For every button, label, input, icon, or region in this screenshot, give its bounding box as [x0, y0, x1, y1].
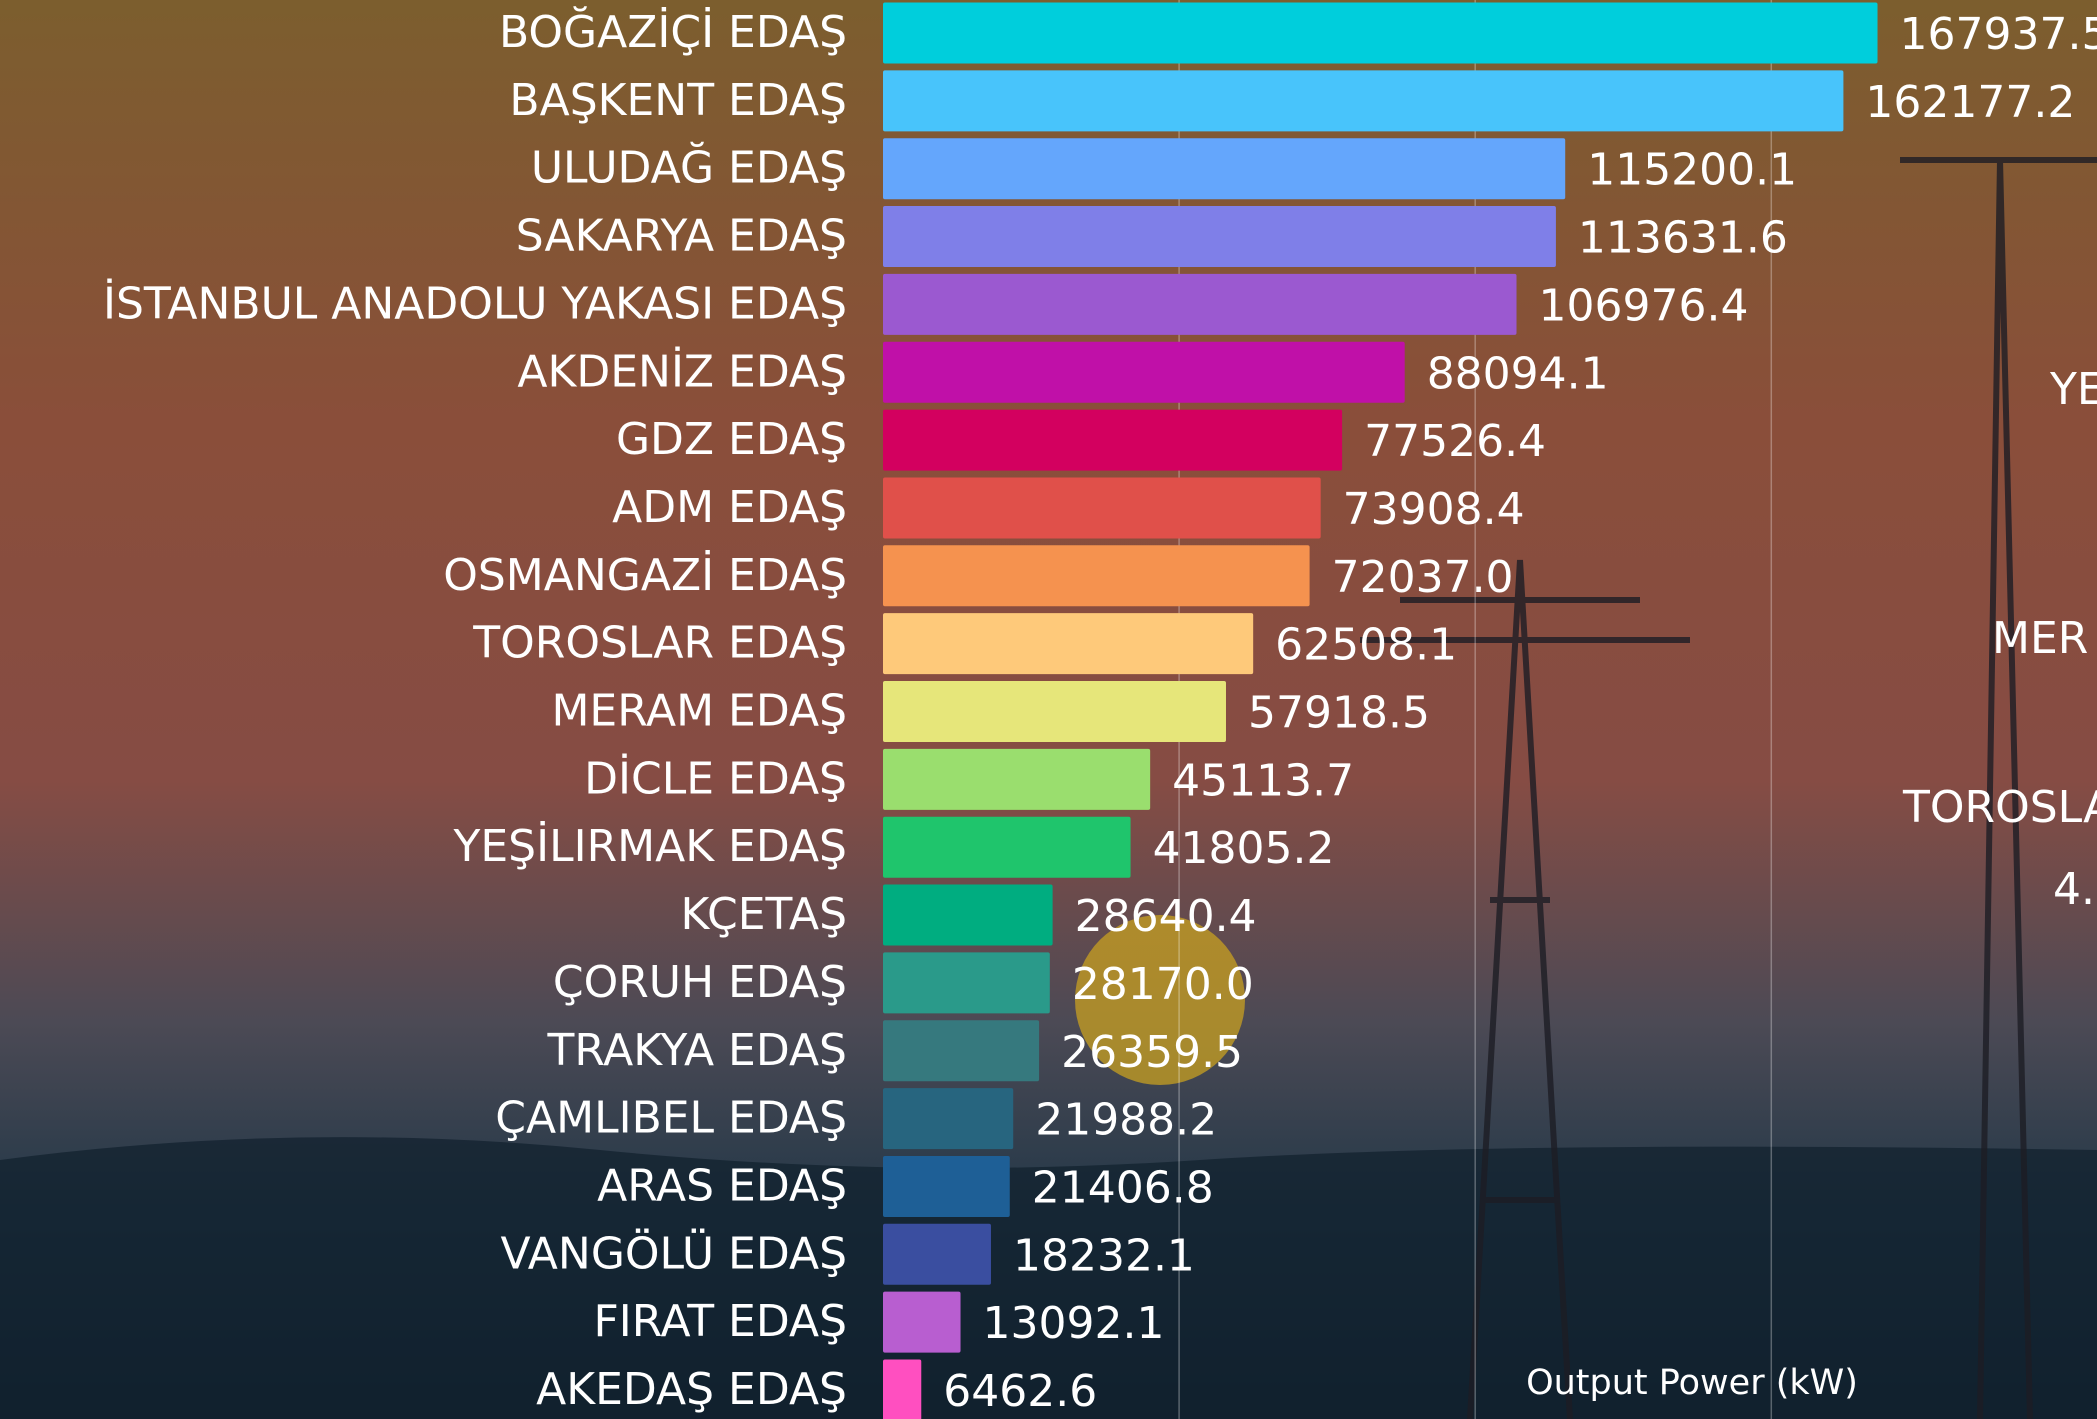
- y-tick-label: KÇETAŞ: [681, 889, 847, 940]
- y-tick-label: AKDENİZ EDAŞ: [517, 345, 847, 397]
- bar: [883, 1020, 1040, 1082]
- y-tick-label: BOĞAZİÇİ EDAŞ: [499, 5, 847, 58]
- annotation: 4.: [2053, 864, 2095, 915]
- value-label: 28170.0: [1072, 959, 1254, 1010]
- y-tick-label: ARAS EDAŞ: [597, 1160, 847, 1211]
- value-label: 13092.1: [983, 1298, 1165, 1349]
- annotation: YE: [2049, 364, 2097, 415]
- bar: [883, 341, 1405, 403]
- y-tick-label: BAŞKENT EDAŞ: [509, 75, 847, 126]
- y-tick-label: VANGÖLÜ EDAŞ: [501, 1227, 847, 1279]
- plot: BOĞAZİÇİ EDAŞ 167937.5 BAŞKENT EDAŞ 162177.…: [103, 0, 2097, 1419]
- bar: [883, 409, 1343, 471]
- bar: [883, 816, 1131, 878]
- bar: [883, 1291, 961, 1353]
- y-tick-label: MERAM EDAŞ: [551, 686, 847, 737]
- value-label: 162177.2: [1865, 77, 2075, 128]
- value-label: 21988.2: [1035, 1095, 1217, 1146]
- sun: [1075, 915, 1245, 1085]
- bar: [883, 748, 1151, 810]
- bar: [883, 138, 1566, 200]
- y-tick-label: TRAKYA EDAŞ: [546, 1025, 847, 1076]
- value-label: 57918.5: [1248, 688, 1430, 739]
- value-label: 113631.6: [1578, 213, 1788, 264]
- bar: [883, 273, 1517, 335]
- bar: [883, 70, 1844, 132]
- value-label: 41805.2: [1153, 823, 1335, 874]
- y-tick-label: İSTANBUL ANADOLU YAKASI EDAŞ: [103, 277, 847, 329]
- value-label: 88094.1: [1427, 348, 1609, 399]
- value-label: 72037.0: [1332, 552, 1514, 603]
- annotation: TOROSLA: [1902, 782, 2097, 833]
- bar: [883, 206, 1556, 268]
- bar: [883, 545, 1310, 607]
- value-label: 26359.5: [1061, 1027, 1243, 1078]
- y-tick-label: GDZ EDAŞ: [616, 414, 847, 465]
- value-label: 73908.4: [1343, 484, 1525, 535]
- value-label: 115200.1: [1587, 145, 1797, 196]
- value-label: 106976.4: [1539, 280, 1749, 331]
- bar: [883, 613, 1254, 675]
- value-label: 62508.1: [1275, 620, 1457, 671]
- y-tick-label: ÇAMLIBEL EDAŞ: [495, 1093, 847, 1144]
- value-label: 45113.7: [1172, 755, 1354, 806]
- y-tick-label: AKEDAŞ EDAŞ: [536, 1364, 847, 1415]
- y-tick-label: ADM EDAŞ: [612, 482, 847, 533]
- y-tick-label: YEŞİLIRMAK EDAŞ: [453, 820, 848, 872]
- pylon: [1360, 157, 2097, 1419]
- treeline: [0, 1137, 2097, 1419]
- annotation: MER: [1992, 613, 2088, 664]
- value-label: 28640.4: [1075, 891, 1257, 942]
- bar: [883, 477, 1321, 539]
- y-tick-label: ÇORUH EDAŞ: [553, 957, 847, 1008]
- bar: [883, 1223, 991, 1285]
- bar: [883, 681, 1226, 742]
- y-tick-label: ULUDAĞ EDAŞ: [531, 141, 847, 194]
- bar: [883, 952, 1050, 1014]
- bar: [883, 1088, 1014, 1150]
- y-tick-label: TOROSLAR EDAŞ: [472, 618, 847, 669]
- bar: [883, 2, 1878, 64]
- value-label: 77526.4: [1364, 416, 1546, 467]
- y-tick-label: FIRAT EDAŞ: [593, 1296, 847, 1347]
- x-axis-label: Output Power (kW): [1526, 1363, 1858, 1403]
- value-label: 6462.6: [943, 1366, 1097, 1417]
- y-tick-label: OSMANGAZİ EDAŞ: [443, 549, 847, 601]
- bar: [883, 884, 1053, 946]
- value-label: 167937.5: [1900, 9, 2097, 60]
- y-tick-label: SAKARYA EDAŞ: [516, 211, 847, 262]
- value-label: 21406.8: [1032, 1162, 1214, 1213]
- y-tick-label: DİCLE EDAŞ: [584, 752, 847, 804]
- bar: [883, 1155, 1010, 1217]
- bar: [883, 1359, 922, 1419]
- value-label: 18232.1: [1013, 1230, 1195, 1281]
